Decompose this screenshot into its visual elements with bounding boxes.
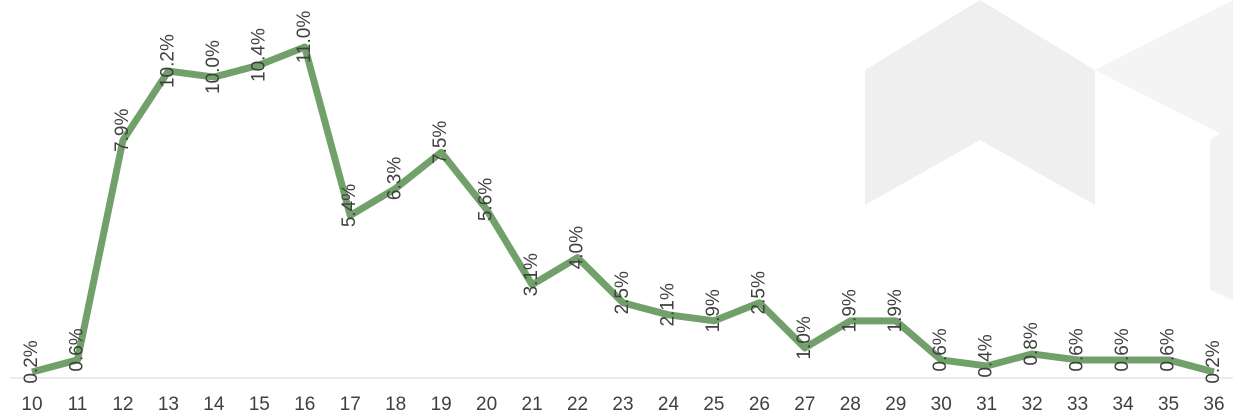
line xyxy=(31,43,1215,376)
data-label: 5.6% xyxy=(476,178,497,221)
x-tick-label: 20 xyxy=(476,394,497,415)
data-label: 0.2% xyxy=(21,340,42,383)
x-tick-label: 27 xyxy=(794,394,815,415)
x-tick-label: 35 xyxy=(1158,394,1179,415)
data-label: 4.0% xyxy=(567,226,588,269)
watermark-shape xyxy=(1210,125,1233,300)
data-label: 7.5% xyxy=(430,121,451,164)
watermark xyxy=(865,0,1233,300)
data-label: 0.8% xyxy=(1021,322,1042,365)
x-tick-label: 13 xyxy=(158,394,179,415)
data-label: 10.4% xyxy=(248,28,269,82)
data-label: 7.9% xyxy=(112,109,133,152)
data-label: 0.6% xyxy=(66,328,87,371)
watermark-shape xyxy=(865,0,1095,205)
x-tick-label: 14 xyxy=(203,394,225,415)
data-label: 0.2% xyxy=(1203,340,1224,383)
data-label: 1.9% xyxy=(839,289,860,332)
x-tick-label: 18 xyxy=(385,394,406,415)
data-label: 0.6% xyxy=(930,328,951,371)
x-tick-label: 36 xyxy=(1203,394,1224,415)
x-tick-label: 23 xyxy=(612,394,633,415)
data-label: 0.6% xyxy=(1067,328,1088,371)
data-label: 0.4% xyxy=(976,334,997,377)
data-label: 10.0% xyxy=(203,40,224,94)
data-label: 1.9% xyxy=(703,289,724,332)
x-tick-label: 34 xyxy=(1113,394,1135,415)
x-tick-label: 31 xyxy=(976,394,997,415)
x-tick-label: 10 xyxy=(21,394,42,415)
watermark-shape xyxy=(1095,0,1233,140)
x-tick-label: 22 xyxy=(567,394,588,415)
x-tick-label: 30 xyxy=(931,394,952,415)
x-tick-label: 16 xyxy=(294,394,315,415)
data-label: 0.6% xyxy=(1112,328,1133,371)
x-tick-label: 19 xyxy=(431,394,452,415)
x-tick-label: 15 xyxy=(249,394,270,415)
x-tick-label: 25 xyxy=(703,394,724,415)
x-tick-label: 32 xyxy=(1022,394,1043,415)
x-tick-label: 17 xyxy=(340,394,361,415)
data-label: 2.1% xyxy=(657,283,678,326)
data-label: 6.3% xyxy=(385,157,406,200)
x-tick-label: 33 xyxy=(1067,394,1088,415)
data-label: 11.0% xyxy=(294,11,315,64)
x-tick-label: 28 xyxy=(840,394,861,415)
data-label: 1.0% xyxy=(794,316,815,359)
x-tick-label: 29 xyxy=(885,394,906,415)
x-tick-label: 21 xyxy=(522,394,543,415)
data-label: 5.4% xyxy=(339,184,360,227)
data-label: 2.5% xyxy=(748,271,769,314)
x-tick-label: 12 xyxy=(112,394,133,415)
x-tick-label: 26 xyxy=(749,394,770,415)
data-label: 1.9% xyxy=(885,289,906,332)
data-label: 10.2% xyxy=(157,34,178,88)
data-label: 3.1% xyxy=(521,253,542,296)
x-tick-label: 24 xyxy=(658,394,680,415)
data-label: 2.5% xyxy=(612,271,633,314)
data-label: 0.6% xyxy=(1158,328,1179,371)
x-tick-label: 11 xyxy=(68,394,88,415)
